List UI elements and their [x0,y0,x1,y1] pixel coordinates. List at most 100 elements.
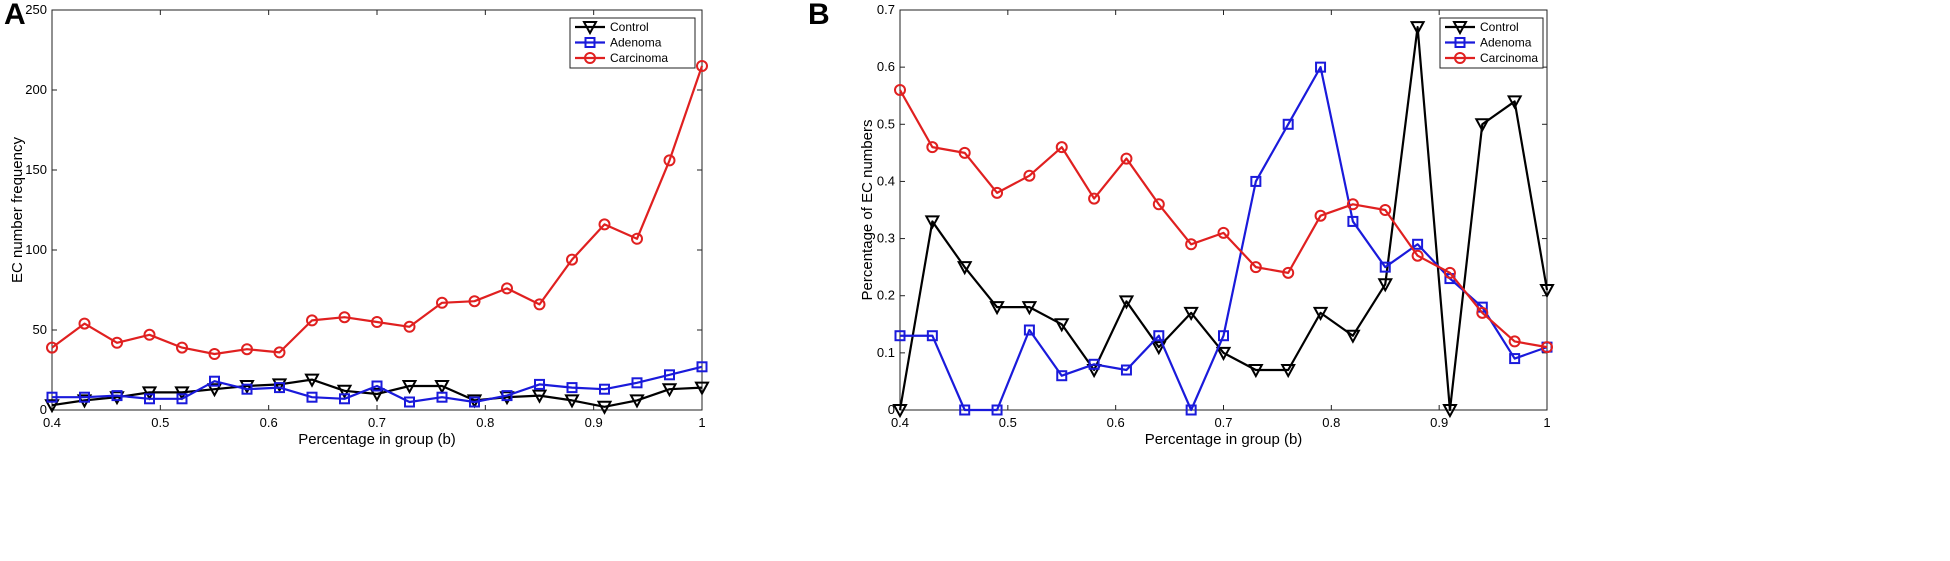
panel-b-control-point [1248,364,1264,379]
panel-b-chart: B 0.4 0.5 0.6 0.7 0.8 0.9 1 0 0.1 0.2 0.3 0.4 0.5 0.6 0… [808,0,1555,448]
panel-b-carcinoma-point [1120,152,1133,165]
panel-a-control-point [629,394,645,409]
panel-b-control-point [1506,95,1523,110]
panel-b-y-tick-label: 0.5 [877,116,895,131]
panel-a-adenoma-point [566,382,578,394]
panel-a-adenoma-point [436,391,448,403]
panel-a-control-point [271,378,288,393]
panel-b-control-point [1280,364,1296,379]
panel-b-adenoma-point [1347,215,1359,227]
panel-a-legend-adenoma-marker [584,37,596,48]
panel-b-legend-carcinoma-label: Carcinoma [1480,51,1538,65]
panel-a-y-tick-label: 50 [33,322,47,337]
panel-b-carcinoma-point [1476,306,1489,319]
panel-a-carcinoma-point [696,60,708,72]
panel-a-x-tick-label: 0.6 [260,415,278,430]
panel-a-carcinoma-point [143,328,156,341]
panel-b-legend-adenoma-label: Adenoma [1480,36,1532,50]
panel-b-y-tick-label: 0.7 [877,2,895,17]
panel-b-adenoma-point [1185,404,1197,416]
panel-b-y-tick-label: 0.2 [877,288,895,303]
panel-b-carcinoma-point [1152,198,1165,211]
panel-b-control-point [1474,118,1490,133]
panel-a-carcinoma-point [208,348,221,360]
panel-b-y-tick-label: 0.6 [877,59,895,74]
panel-b-carcinoma-point [1282,266,1295,279]
panel-b-adenoma-point [1315,61,1327,73]
panel-a-adenoma-point [664,369,675,381]
panel-b-control-point [1409,21,1426,36]
panel-a-legend-control-label: Control [610,20,649,34]
panel-a-adenoma-point [176,393,188,405]
panel-a-carcinoma-line [51,65,704,356]
panel-b-x-tick-label: 0.9 [1430,415,1448,430]
panel-a-x-tick-label: 0.8 [476,415,494,430]
panel-b-carcinoma-point [1346,198,1359,211]
panel-a-carcinoma-point [533,298,546,311]
panel-b-y-axis-label: Percentage of EC numbers [859,120,876,301]
panel-a-control-point [44,399,60,414]
panel-a-axes-box [51,9,703,411]
panel-a-x-tick-label: 1 [698,415,705,430]
panel-b-control-point [1442,404,1458,419]
panel-b-carcinoma-point [958,146,971,159]
panel-a-legend-control-marker [582,21,598,36]
panel-b-x-tick-label: 1 [1543,415,1550,430]
panel-b-y-tick-label: 0.1 [877,345,895,360]
panel-b-control-point [989,301,1005,316]
panel-b-adenoma-point [1153,330,1165,342]
panel-a-adenoma-point [274,382,285,394]
panel-a-adenoma-point [534,378,545,390]
panel-b-control-point [1021,301,1038,316]
panel-a-control-point [174,386,190,401]
panel-b-carcinoma-point [1443,266,1456,279]
panel-b-adenoma-point [1120,364,1132,376]
panel-b-legend-adenoma-marker [1454,37,1466,48]
panel-a-y-tick-label: 150 [25,162,47,177]
panel-a-adenoma-point [144,393,155,405]
panel-b-control-point [957,261,973,276]
panel-b-carcinoma-point [1249,261,1262,274]
panel-b-control-point [892,404,908,419]
panel-a-carcinoma-point [111,336,123,349]
panel-a-control-point [564,394,580,409]
panel-a-control-point [336,384,353,399]
panel-b-adenoma-point [894,330,906,342]
panel-b-adenoma-point [991,404,1003,416]
panel-a-carcinoma-point [371,316,383,328]
panel-b-legend-carcinoma-marker [1454,52,1466,64]
panel-a-x-tick-label: 0.9 [585,415,603,430]
panel-a-control-point [109,391,125,406]
panel-b-control-point [1151,341,1167,356]
panel-b-adenoma-point [1379,261,1391,273]
panel-a-carcinoma-point [631,232,643,245]
panel-b-carcinoma-point [1541,341,1553,354]
panel-b-adenoma-point [1412,238,1424,250]
panel-b-control-point [1345,329,1361,344]
panel-a-x-tick-label: 0.4 [43,415,61,430]
panel-b-control-point [1215,346,1232,361]
panel-a-adenoma-point [111,390,123,402]
panel-b-carcinoma-point [1185,238,1198,251]
panel-b-adenoma-point [1023,324,1035,336]
panel-a-adenoma-point [696,361,708,373]
panel-b-x-tick-label: 0.6 [1107,415,1125,430]
panel-a-adenoma-point [599,383,610,395]
panel-a-control-point [369,388,385,403]
panel-b-control-point [1054,318,1070,333]
panel-a-y-axis-label: EC number frequency [9,137,26,283]
panel-a-adenoma-point [469,396,480,408]
panel-a-control-point [401,380,418,395]
panel-b-carcinoma-point [1379,204,1392,216]
panel-b-carcinoma-line [899,89,1548,349]
panel-a-control-point [239,380,255,395]
panel-b-y-tick-label: 0.4 [877,173,895,188]
panel-b-control-point [1539,284,1555,299]
panel-b-control-line [898,26,1549,412]
panel-a-carcinoma-point [78,317,91,330]
panel-a-control-point [661,383,678,398]
panel-a-adenoma-point [404,396,415,408]
panel-a-control-point [304,373,320,388]
panel-a-adenoma-line [52,365,703,404]
